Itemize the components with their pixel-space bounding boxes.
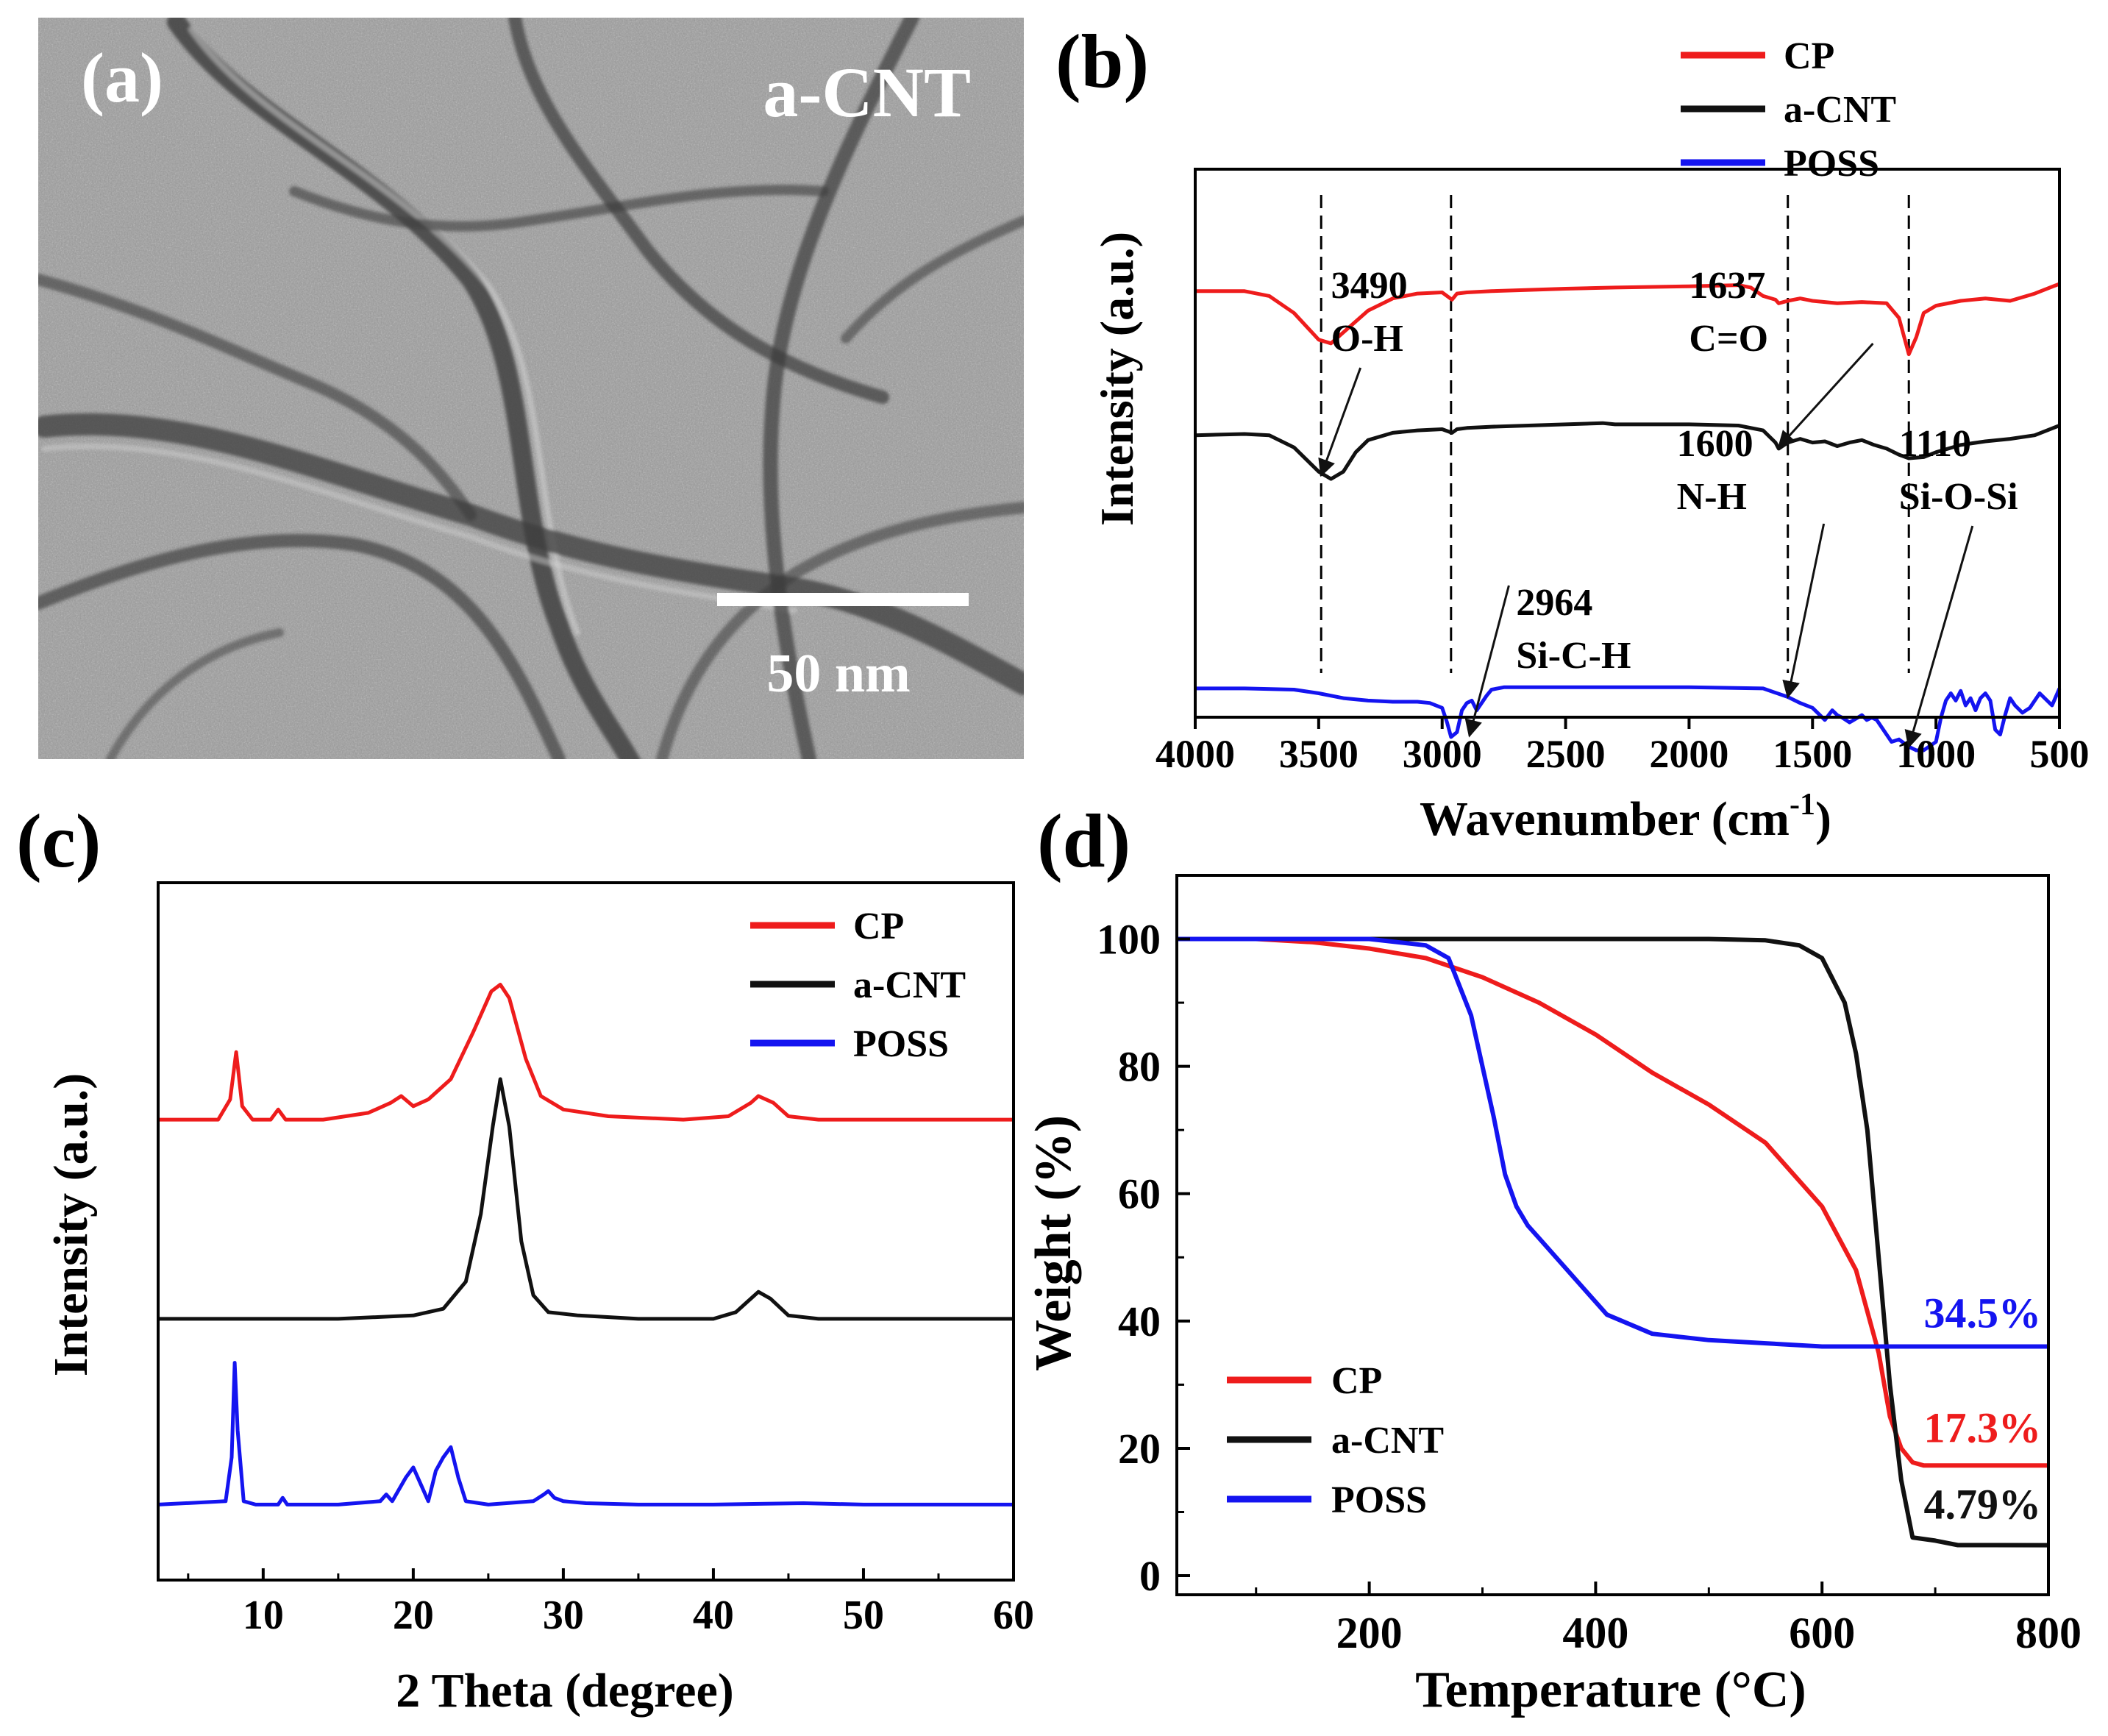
ftir-annotation-0-value: 3490	[1331, 265, 1408, 307]
ftir-annotation-4-value: 2964	[1516, 582, 1592, 624]
tga-x-tick-label-400: 400	[1562, 1609, 1628, 1657]
tga-y-tick-label-100: 100	[1097, 916, 1161, 964]
tga-plot-frame	[1175, 874, 2050, 1596]
panel-label-a: (a)	[81, 38, 163, 117]
tga-value-label-a-cnt: 4.79%	[1924, 1481, 2042, 1529]
xrd-y-axis-label: Intensity (a.u.)	[44, 1073, 98, 1377]
ftir-x-tick-label-500: 500	[2030, 732, 2090, 776]
ftir-annotation-3-group: Si-O-Si	[1899, 476, 2018, 518]
tga-y-tick-label-80: 80	[1118, 1043, 1161, 1091]
xrd-x-tick-label-30: 30	[543, 1593, 584, 1638]
tga-series-cp	[1177, 936, 2048, 1468]
xrd-x-tick-label-40: 40	[693, 1593, 734, 1638]
ftir-chart: 4000 3500 3000 2500 2000 1500 1000 500 3490 O-H 1…	[1091, 35, 2090, 846]
ftir-annotation-1-group: C=O	[1689, 318, 1768, 360]
ftir-annotation-0-arrow	[1318, 367, 1362, 477]
tga-value-label-poss: 34.5%	[1924, 1289, 2042, 1337]
tga-legend: CP a-CNT POSS	[1227, 1360, 1444, 1521]
panel-label-b: (b)	[1055, 19, 1149, 104]
ftir-series-cp	[1195, 282, 2060, 357]
tga-y-tick-label-40: 40	[1118, 1298, 1161, 1345]
ftir-series-poss	[1195, 685, 2062, 753]
ftir-x-tick-label-2000: 2000	[1649, 732, 1728, 776]
ftir-x-axis-label-main: Wavenumber (cm	[1420, 792, 1790, 846]
xrd-x-tick-label-10: 10	[243, 1593, 284, 1638]
tga-legend-label-cp: CP	[1331, 1360, 1382, 1402]
xrd-x-tick-label-60: 60	[993, 1593, 1034, 1638]
xrd-legend-label-poss: POSS	[853, 1023, 949, 1065]
ftir-annotation-0-group: O-H	[1331, 318, 1403, 360]
tga-legend-label-acnt: a-CNT	[1331, 1420, 1444, 1462]
ftir-x-tick-label-3000: 3000	[1403, 732, 1482, 776]
ftir-legend-label-poss: POSS	[1784, 143, 1879, 185]
ftir-series-a-cnt	[1194, 421, 2060, 481]
xrd-series-a-cnt	[158, 1077, 1014, 1321]
tga-chart: 200 400 600 800 0 20 40 60 80 100 34.5% 17.3% 4.79%…	[1025, 874, 2082, 1718]
panel-label-d: (d)	[1037, 799, 1130, 883]
ftir-legend-label-cp: CP	[1784, 35, 1834, 77]
scale-bar-label: 50 nm	[766, 644, 910, 704]
ftir-annotation-2-arrow	[1782, 523, 1826, 699]
xrd-legend-label-cp: CP	[853, 906, 904, 947]
tga-series	[1177, 936, 2049, 1548]
ftir-x-tick-label-2500: 2500	[1526, 732, 1606, 776]
xrd-series-poss	[157, 1361, 1014, 1506]
scale-bar	[717, 593, 969, 606]
xrd-x-ticks: 10 20 30 40 50 60	[187, 1568, 1034, 1638]
xrd-series-cp	[158, 983, 1014, 1122]
tga-value-label-cp: 17.3%	[1924, 1404, 2042, 1451]
tga-y-tick-label-60: 60	[1118, 1170, 1161, 1218]
tem-panel: (a) a-CNT 50 nm	[38, 18, 1024, 759]
ftir-x-axis-label-close: )	[1815, 792, 1831, 846]
tga-x-tick-label-600: 600	[1789, 1609, 1855, 1657]
ftir-x-axis-label-sup: -1	[1790, 788, 1815, 822]
xrd-x-tick-label-20: 20	[393, 1593, 434, 1638]
ftir-x-axis-label: Wavenumber (cm-1)	[1420, 788, 1831, 846]
tga-y-tick-label-20: 20	[1118, 1425, 1161, 1473]
xrd-legend-label-acnt: a-CNT	[853, 964, 966, 1006]
tga-x-tick-label-200: 200	[1336, 1609, 1403, 1657]
xrd-chart: 10 20 30 40 50 60 CP a-CNT POSS Intensity (a.…	[44, 881, 1034, 1718]
ftir-y-axis-label: Intensity (a.u.)	[1091, 232, 1143, 526]
tga-y-axis-label: Weight (%)	[1025, 1115, 1082, 1371]
xrd-x-axis-label: 2 Theta (degree)	[396, 1664, 733, 1718]
tga-y-tick-label-0: 0	[1139, 1552, 1161, 1600]
ftir-reference-lines	[1320, 195, 1910, 673]
nanotube-bundle	[38, 18, 1024, 759]
ftir-annotation-3-arrow	[1904, 525, 1974, 749]
tga-series-poss	[1177, 936, 2048, 1349]
xrd-series	[157, 983, 1014, 1506]
ftir-annotation-2-group: N-H	[1677, 476, 1747, 518]
tga-ticks: 200 400 600 800 0 20 40 60 80 100	[1097, 916, 2082, 1657]
ftir-annotation-2-value: 1600	[1677, 423, 1753, 465]
ftir-plot-frame	[1194, 168, 2061, 719]
tga-x-tick-label-800: 800	[2015, 1609, 2082, 1657]
panel-label-c: (c)	[16, 799, 101, 883]
ftir-annotation-4-group: Si-C-H	[1516, 635, 1631, 677]
ftir-legend: CP a-CNT POSS	[1681, 35, 1896, 185]
xrd-plot-frame	[157, 881, 1015, 1582]
xrd-legend: CP a-CNT POSS	[750, 906, 966, 1065]
tga-value-labels: 34.5% 17.3% 4.79%	[1924, 1289, 2042, 1528]
ftir-annotation-4-arrow	[1464, 585, 1510, 738]
tem-sample-label: a-CNT	[763, 53, 971, 132]
tga-series-a-cnt	[1177, 936, 2049, 1548]
ftir-x-tick-label-1000: 1000	[1896, 732, 1976, 776]
ftir-x-tick-label-1500: 1500	[1773, 732, 1852, 776]
ftir-annotation-3-value: 1110	[1899, 423, 1971, 465]
tga-legend-label-poss: POSS	[1331, 1479, 1427, 1521]
ftir-legend-label-acnt: a-CNT	[1784, 89, 1896, 131]
ftir-annotation-1-value: 1637	[1689, 265, 1765, 307]
ftir-annotations: 3490 O-H 1637 C=O 1600 N-H 1110 Si-O-Si 2964 Si-C…	[1318, 265, 2018, 749]
ftir-series	[1194, 282, 2062, 753]
ftir-annotation-1-arrow	[1777, 342, 1874, 449]
tga-x-axis-label: Temperature (°C)	[1415, 1662, 1806, 1718]
ftir-x-ticks: 4000 3500 3000 2500 2000 1500 1000 500	[1156, 717, 2090, 776]
ftir-x-tick-label-4000: 4000	[1156, 732, 1235, 776]
xrd-x-tick-label-50: 50	[843, 1593, 884, 1638]
ftir-x-tick-label-3500: 3500	[1279, 732, 1359, 776]
